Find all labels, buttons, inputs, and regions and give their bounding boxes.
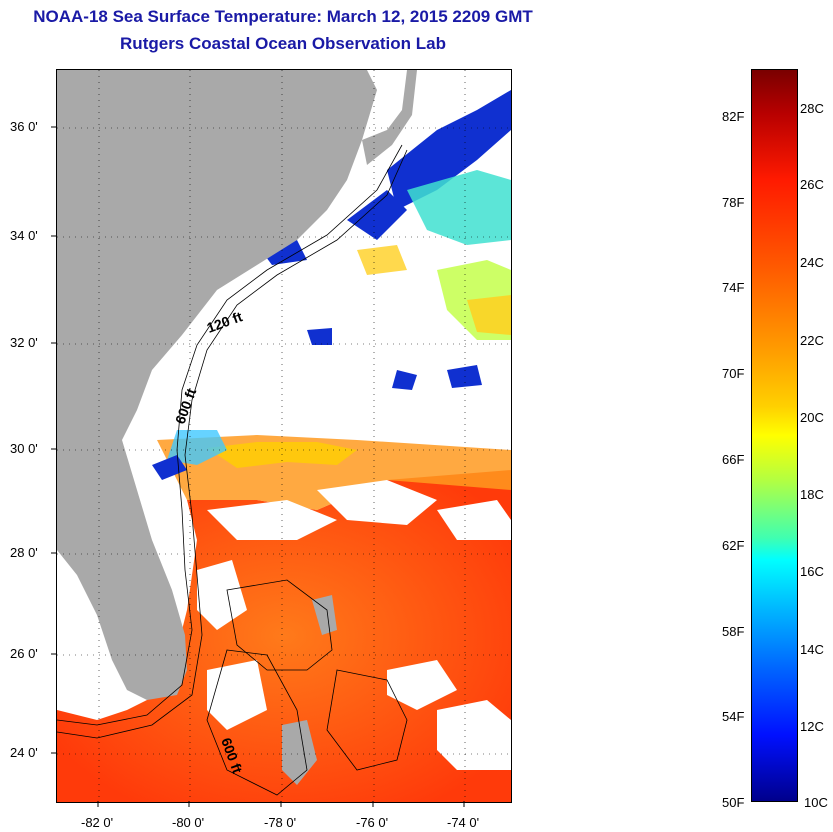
lon-label-80: -80 0' — [172, 815, 205, 830]
colorbar-label-58f: 58F — [722, 624, 745, 639]
colorbar-label-82f: 82F — [722, 109, 745, 124]
cloud-patches — [72, 480, 511, 770]
andros-island — [282, 720, 317, 785]
colorbar-label-66f: 66F — [722, 452, 745, 467]
colorbar-label-26c: 26C — [800, 177, 824, 192]
colorbar-label-54f: 54F — [722, 709, 745, 724]
chart-title: NOAA-18 Sea Surface Temperature: March 1… — [33, 7, 533, 26]
lat-label-32: 32 0' — [10, 335, 38, 350]
colorbar-label-28c: 28C — [800, 101, 824, 116]
colorbar-label-74f: 74F — [722, 280, 745, 295]
lon-label-78: -78 0' — [264, 815, 297, 830]
colorbar-label-10c: 10C — [804, 795, 828, 810]
chart-subtitle: Rutgers Coastal Ocean Observation Lab — [120, 34, 446, 53]
colorbar-label-12c: 12C — [800, 719, 824, 734]
colorbar-label-20c: 20C — [800, 410, 824, 425]
temperature-colorbar — [751, 69, 798, 802]
warm-water-region — [57, 470, 511, 802]
colorbar-label-50f: 50F — [722, 795, 745, 810]
outer-banks — [362, 70, 417, 165]
colorbar-label-14c: 14C — [800, 642, 824, 657]
lat-label-26: 26 0' — [10, 646, 38, 661]
colorbar-label-18c: 18C — [800, 487, 824, 502]
colorbar-label-24c: 24C — [800, 255, 824, 270]
colorbar-label-78f: 78F — [722, 195, 745, 210]
mid-temp-patches — [357, 170, 511, 340]
florida-peninsula — [57, 70, 377, 700]
lat-label-24: 24 0' — [10, 745, 38, 760]
abaco-island — [312, 595, 337, 635]
lon-label-76: -76 0' — [356, 815, 389, 830]
lat-label-34: 34 0' — [10, 228, 38, 243]
colorbar-label-16c: 16C — [800, 564, 824, 579]
lon-label-82: -82 0' — [81, 815, 114, 830]
lat-lon-grid — [57, 70, 511, 802]
lat-label-30: 30 0' — [10, 441, 38, 456]
lon-label-74: -74 0' — [447, 815, 480, 830]
lat-label-28: 28 0' — [10, 545, 38, 560]
sst-map-canvas: 120 ft 600 ft 600 ft — [57, 70, 511, 802]
lat-label-36: 36 0' — [10, 119, 38, 134]
colorbar-label-70f: 70F — [722, 366, 745, 381]
colorbar-label-22c: 22C — [800, 333, 824, 348]
sst-map: 120 ft 600 ft 600 ft — [56, 69, 512, 803]
colorbar-label-62f: 62F — [722, 538, 745, 553]
